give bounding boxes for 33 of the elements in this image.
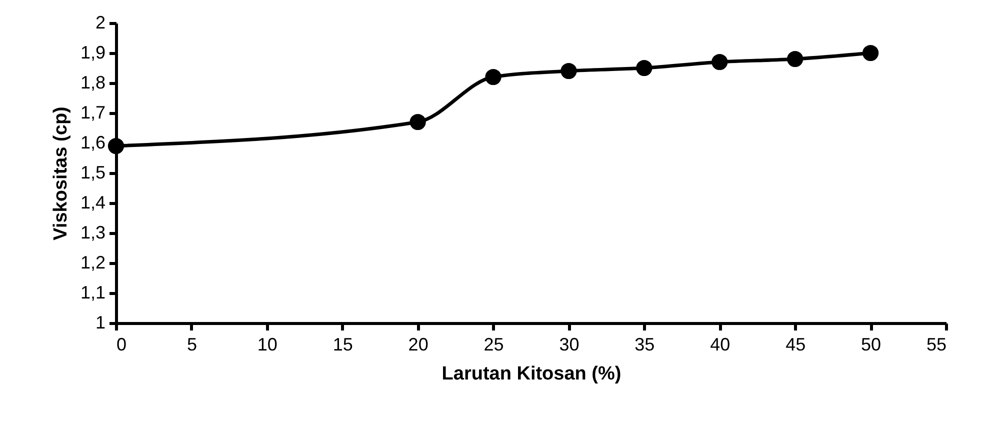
- y-tick-label: 1,3: [80, 222, 106, 242]
- y-tick-label: 1,6: [80, 132, 106, 152]
- y-tick-label: 1,5: [80, 162, 106, 182]
- point: [712, 54, 728, 70]
- x-tick-label: 15: [332, 334, 353, 354]
- point: [560, 62, 577, 80]
- x-tick-label: 5: [186, 334, 197, 354]
- x-tick-label: 50: [861, 334, 882, 354]
- y-tick-label: 1,9: [80, 42, 106, 62]
- point: [862, 44, 879, 62]
- y-tick-label: 2: [95, 12, 106, 32]
- point: [108, 138, 124, 154]
- x-tick-label: 10: [257, 334, 278, 354]
- point: [787, 50, 804, 68]
- y-tick-label: 1,7: [80, 102, 106, 122]
- x-tick-label: 55: [926, 334, 946, 354]
- x-tick-label: 20: [408, 334, 428, 354]
- x-tick-label: 35: [634, 334, 655, 354]
- point: [485, 68, 502, 86]
- point: [410, 114, 426, 130]
- y-tick-label: 1,8: [80, 72, 106, 92]
- x-axis-title: Larutan Kitosan (%): [442, 364, 622, 384]
- x-tick-label: 0: [116, 334, 127, 354]
- x-tick-label: 30: [559, 334, 580, 354]
- x-tick-label: 40: [710, 334, 730, 354]
- y-tick-label: 1: [95, 312, 106, 332]
- y-tick-label: 1,2: [80, 252, 106, 272]
- y-tick-label: 1,1: [80, 282, 106, 302]
- y-axis-title: Viskositas (cp): [50, 106, 72, 240]
- x-tick-label: 45: [786, 334, 806, 354]
- point: [636, 60, 652, 76]
- x-tick-label: 25: [484, 334, 504, 354]
- y-tick-label: 1,4: [80, 192, 106, 212]
